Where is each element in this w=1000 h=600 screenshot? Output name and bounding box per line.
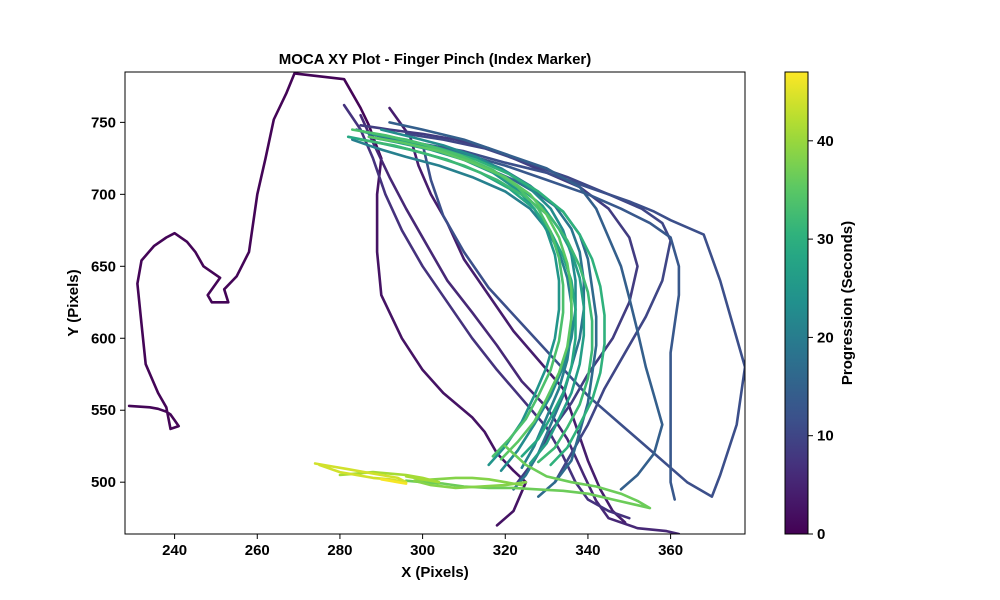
trajectory-segment-7 <box>421 142 745 498</box>
trajectory-segment-24 <box>313 462 408 484</box>
trajectory-segment-8 <box>462 152 681 501</box>
colorbar-tick-label: 30 <box>817 231 834 248</box>
trajectory-segment-4 <box>342 103 631 520</box>
colorbar-tick-label: 10 <box>817 428 834 445</box>
trajectory-segment-19 <box>350 128 565 458</box>
y-axis: 500 550 600 650 700 750 <box>91 114 125 491</box>
y-tick-label: 650 <box>91 258 116 275</box>
trajectory-segment-11 <box>367 132 586 491</box>
plot-frame <box>124 71 746 535</box>
x-tick-label: 340 <box>575 542 600 559</box>
x-tick-label: 240 <box>162 542 187 559</box>
y-tick-label: 700 <box>91 186 116 203</box>
y-axis-label: Y (Pixels) <box>65 269 82 336</box>
trajectory-segment-12 <box>350 138 573 470</box>
chart-title: MOCA XY Plot - Finger Pinch (Index Marke… <box>279 51 592 68</box>
x-tick-label: 280 <box>327 542 352 559</box>
colorbar-label: Progression (Seconds) <box>839 221 856 385</box>
y-tick-label: 500 <box>91 474 116 491</box>
colorbar-tick-label: 0 <box>817 526 825 543</box>
y-tick-label: 550 <box>91 402 116 419</box>
trajectory-segment-6 <box>404 132 672 484</box>
trajectory-segment-2 <box>388 106 627 524</box>
trajectory-segment-18 <box>359 138 594 464</box>
colorbar: 0 10 20 30 40 Progression (Seconds) <box>784 71 856 543</box>
trajectory-segment-5 <box>359 124 639 484</box>
trajectory-segment-0 <box>127 72 383 431</box>
colorbar-tick-label: 20 <box>817 329 834 346</box>
trajectory-segment-23 <box>338 470 441 484</box>
colorbar-tick-label: 40 <box>817 133 834 150</box>
colorbar-frame <box>784 71 809 535</box>
trajectory-segment-3 <box>359 113 681 534</box>
y-tick-label: 600 <box>91 330 116 347</box>
colorbar-ticks: 0 10 20 30 40 <box>808 133 834 543</box>
x-axis-label: X (Pixels) <box>401 564 469 581</box>
x-axis: 240 260 280 300 320 340 360 <box>162 534 683 559</box>
series-layer <box>127 72 745 534</box>
x-tick-label: 260 <box>245 542 270 559</box>
x-tick-label: 320 <box>493 542 518 559</box>
colorbar-gradient <box>785 72 808 534</box>
trajectory-segment-1 <box>375 157 528 527</box>
x-tick-label: 300 <box>410 542 435 559</box>
trajectory-segment-9 <box>388 121 664 491</box>
x-tick-label: 360 <box>658 542 683 559</box>
trajectory-segment-25 <box>379 477 408 485</box>
y-tick-label: 750 <box>91 114 116 131</box>
trajectory-segment-20 <box>367 135 573 461</box>
